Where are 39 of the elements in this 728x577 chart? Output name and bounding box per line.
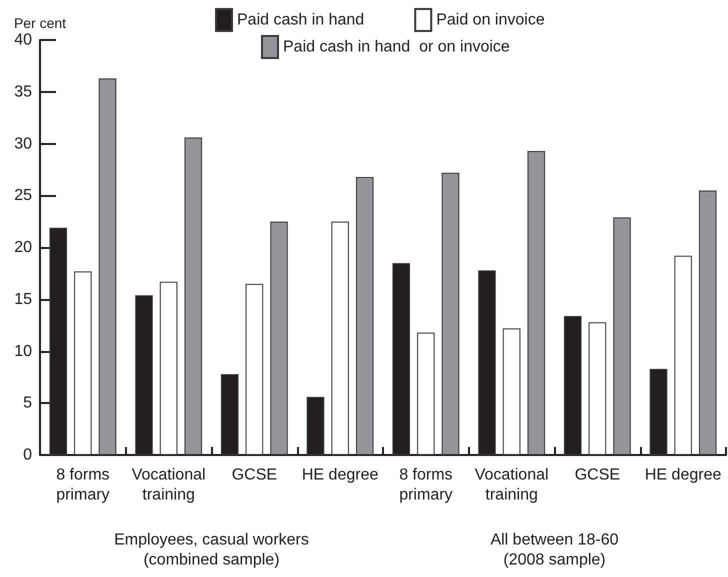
y-tick-label: 5 — [23, 394, 32, 412]
bar — [527, 151, 546, 455]
bar — [613, 217, 631, 455]
y-tick-label: 15 — [14, 290, 32, 308]
legend-label: Paid cash in hand or on invoice — [283, 38, 510, 56]
y-tick-label: 30 — [14, 135, 32, 152]
bar — [417, 332, 435, 455]
bar — [442, 172, 460, 455]
bar — [356, 176, 374, 455]
bar — [98, 78, 116, 455]
bar — [246, 284, 264, 455]
y-tick-label: 10 — [14, 342, 32, 360]
text: All between 18-60 (2008 sample) — [490, 532, 619, 568]
bar — [74, 271, 92, 455]
bar — [502, 328, 520, 455]
y-axis-title: Per cent — [14, 15, 66, 31]
x-tick-label: 8 forms primary — [399, 466, 453, 504]
x-tick-label: GCSE — [574, 466, 620, 484]
x-tick-label: HE degree — [644, 466, 722, 484]
legend-label: Paid on invoice — [436, 12, 545, 28]
x-tick-label: HE degree — [302, 466, 378, 484]
bar — [588, 322, 606, 455]
text: Employees, casual workers (combined sample) — [114, 532, 309, 568]
y-tick-label: 25 — [14, 187, 32, 204]
x-tick-label: GCSE — [232, 466, 278, 484]
x-tick-label: 8 forms primary — [56, 466, 110, 504]
y-tick-label: 20 — [14, 239, 32, 256]
bar — [674, 256, 692, 455]
bar — [160, 282, 178, 455]
y-tick-label: 0 — [23, 446, 32, 464]
bar — [270, 222, 288, 455]
x-tick-label: Vocational training — [474, 466, 549, 504]
y-tick-label: 40 — [14, 32, 32, 48]
legend-label: Paid cash in hand — [237, 12, 364, 28]
x-tick-label: Vocational training — [132, 466, 206, 504]
bar — [698, 190, 717, 455]
bar — [331, 222, 349, 455]
bar — [184, 138, 202, 455]
y-tick-label: 35 — [14, 83, 32, 100]
